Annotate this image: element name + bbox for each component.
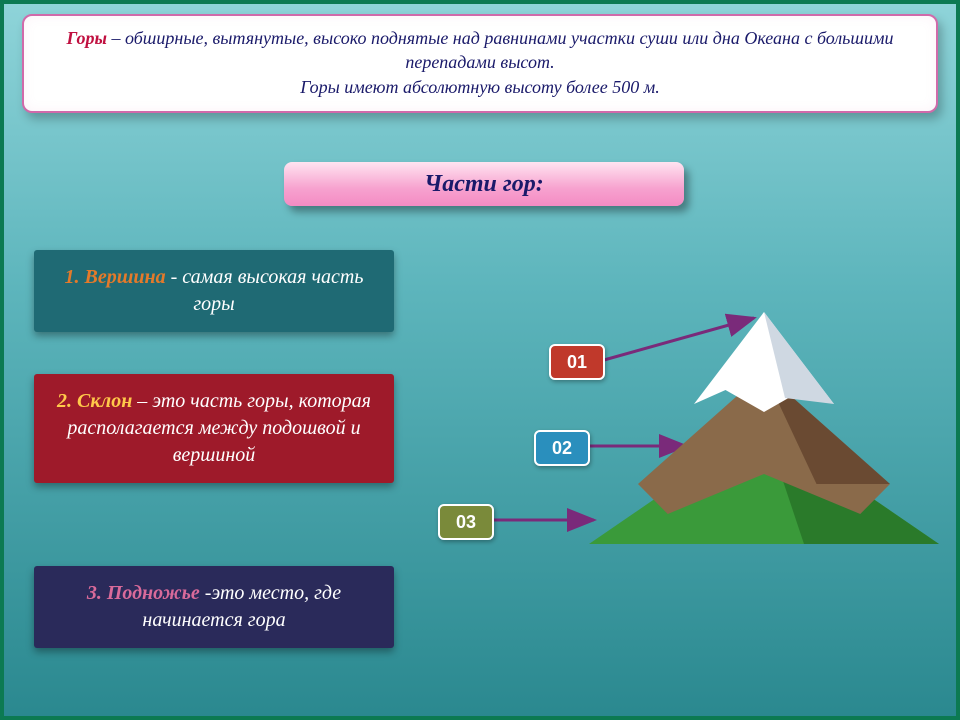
- card-peak-rest: - самая высокая часть горы: [171, 266, 364, 315]
- diagram-arrow: [604, 318, 754, 360]
- card-foot-term: Подножье: [107, 582, 200, 604]
- card-slope: 2. Склон – это часть горы, которая распо…: [34, 374, 394, 483]
- card-slope-num: 2.: [57, 390, 72, 412]
- definition-text-2: Горы имеют абсолютную высоту более 500 м…: [300, 77, 659, 97]
- card-foot: 3. Подножье -это место, где начинается г…: [34, 566, 394, 648]
- card-slope-term: Склон: [77, 390, 132, 412]
- card-peak: 1. Вершина - самая высокая часть горы: [34, 250, 394, 332]
- card-foot-num: 3.: [87, 582, 102, 604]
- mountain-svg: [434, 264, 954, 584]
- section-subtitle: Части гор:: [284, 162, 684, 206]
- card-peak-num: 1.: [65, 266, 80, 288]
- mountain-diagram: 01 02 03: [434, 264, 954, 584]
- card-peak-term: Вершина: [85, 266, 166, 288]
- definition-text-1: – обширные, вытянутые, высоко поднятые н…: [107, 28, 893, 72]
- definition-term: Горы: [67, 28, 107, 48]
- diagram-badge-01: 01: [549, 344, 605, 380]
- diagram-badge-02: 02: [534, 430, 590, 466]
- definition-box: Горы – обширные, вытянутые, высоко подня…: [22, 14, 938, 113]
- diagram-badge-03: 03: [438, 504, 494, 540]
